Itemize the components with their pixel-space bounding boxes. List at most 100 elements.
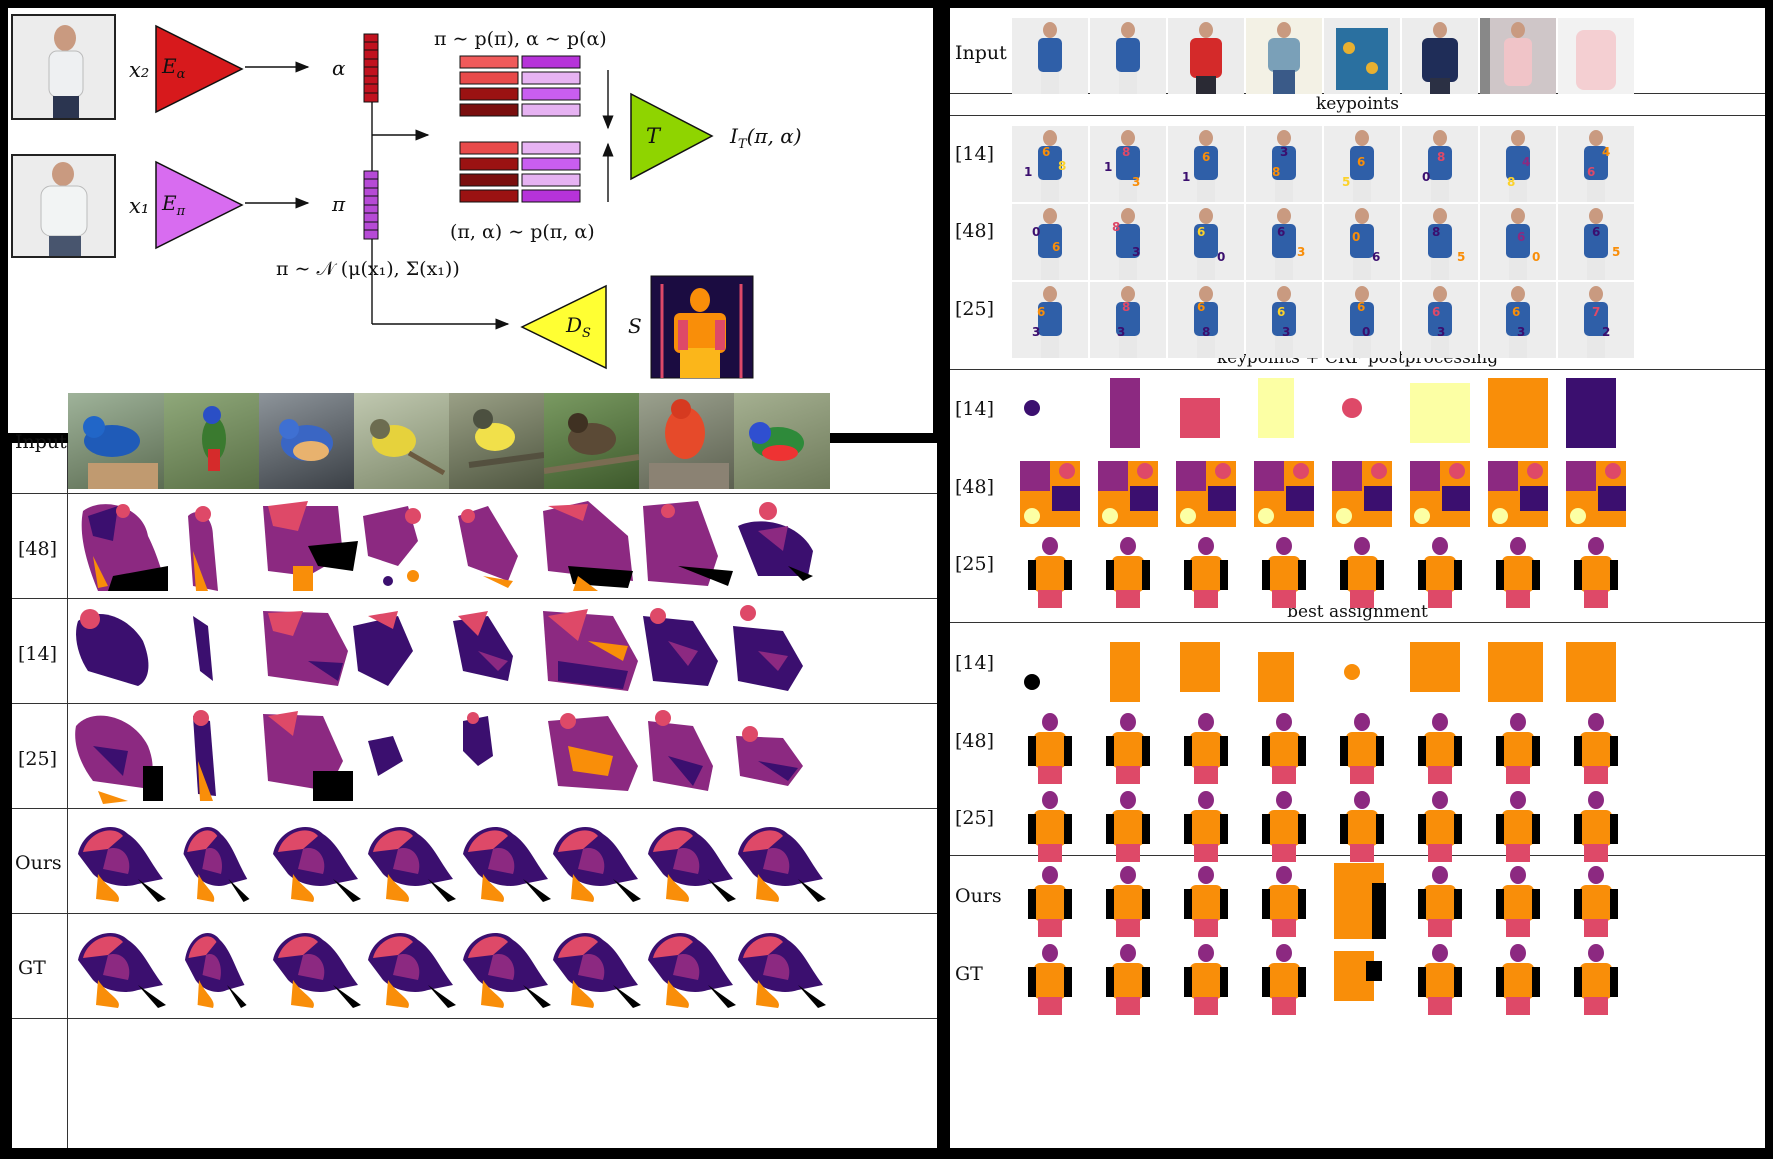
- svg-text:6: 6: [1277, 305, 1285, 319]
- svg-text:4: 4: [1602, 145, 1610, 159]
- svg-text:5: 5: [1342, 175, 1350, 189]
- svg-text:8: 8: [1122, 145, 1130, 159]
- row-label: [14]: [18, 643, 58, 665]
- svg-text:6: 6: [1432, 305, 1440, 319]
- svg-text:3: 3: [1132, 175, 1140, 189]
- svg-text:0: 0: [1532, 250, 1540, 264]
- row-label: [25]: [955, 807, 995, 829]
- svg-text:6: 6: [1197, 300, 1205, 314]
- keypoint-rows: 61 8 813 61 38 65 80 48 46 06 83 60 63 06…: [1012, 126, 1634, 358]
- row-label: [48]: [955, 476, 995, 498]
- svg-text:3: 3: [1280, 145, 1288, 159]
- svg-text:8: 8: [1437, 150, 1445, 164]
- row-label: [25]: [955, 553, 995, 575]
- row-label: [25]: [955, 298, 995, 320]
- birds-separator: [12, 808, 937, 809]
- joint-sampling-label: (π, α) ∼ p(π, α): [450, 221, 595, 243]
- people-separator: [950, 115, 1765, 116]
- row-label: [14]: [955, 398, 995, 420]
- row-label: [25]: [18, 748, 58, 770]
- encoder-pi-triangle: [155, 160, 244, 250]
- svg-text:0: 0: [1422, 170, 1430, 184]
- row-label: GT: [955, 963, 983, 985]
- svg-text:3: 3: [1297, 245, 1305, 259]
- svg-text:8: 8: [1122, 300, 1130, 314]
- svg-text:3: 3: [1117, 325, 1125, 339]
- row-label-input: Input: [15, 431, 67, 453]
- birds-separator-vertical: [67, 443, 68, 1148]
- diagram-arrows: [245, 33, 754, 379]
- row-label: [48]: [18, 538, 58, 560]
- svg-text:8: 8: [1112, 220, 1120, 234]
- x1-label: x₁: [129, 194, 150, 218]
- architecture-diagram-panel: x₂ x₁ Eα Eπ: [8, 8, 933, 433]
- svg-text:3: 3: [1282, 325, 1290, 339]
- svg-text:8: 8: [1507, 175, 1515, 189]
- svg-text:0: 0: [1032, 225, 1040, 239]
- person-photo-x2: [11, 14, 116, 120]
- ours-gt-rows: [1028, 863, 1618, 1015]
- prior-sampling-label: π ∼ p(π), α ∼ p(α): [434, 28, 607, 50]
- discriminator-label: DS: [566, 313, 591, 341]
- bird-input-strip: [68, 393, 930, 489]
- birds-separator: [12, 493, 937, 494]
- encoder-alpha-triangle: [155, 24, 244, 114]
- people-results-panel: Input [14] [48] [25] keypoints keypoints…: [950, 8, 1765, 1148]
- svg-text:6: 6: [1197, 225, 1205, 239]
- svg-text:8: 8: [1272, 165, 1280, 179]
- row-label: [48]: [955, 730, 995, 752]
- row-label: Ours: [955, 885, 1002, 907]
- row-label: Input: [955, 42, 1007, 64]
- svg-text:4: 4: [1522, 155, 1530, 169]
- bird-masks: [75, 501, 826, 1008]
- svg-text:6: 6: [1592, 225, 1600, 239]
- svg-text:2: 2: [1602, 325, 1610, 339]
- svg-text:6: 6: [1587, 165, 1595, 179]
- encoder-alpha-label: Eα: [162, 54, 186, 82]
- crf-rows: [1020, 378, 1626, 608]
- svg-text:5: 5: [1612, 245, 1620, 259]
- row-label: [14]: [955, 143, 995, 165]
- row-label: GT: [18, 957, 46, 979]
- birds-separator: [12, 703, 937, 704]
- svg-text:5: 5: [1457, 250, 1465, 264]
- svg-text:8: 8: [1058, 159, 1066, 173]
- svg-text:1: 1: [1024, 165, 1032, 179]
- decoder-t-label: T: [646, 124, 661, 148]
- svg-text:6: 6: [1517, 230, 1525, 244]
- svg-text:3: 3: [1437, 325, 1445, 339]
- svg-text:6: 6: [1372, 250, 1380, 264]
- svg-text:3: 3: [1132, 245, 1140, 259]
- caption-best-assignment: best assignment: [1287, 602, 1428, 622]
- svg-text:0: 0: [1362, 325, 1370, 339]
- people-separator: [950, 622, 1765, 623]
- svg-text:6: 6: [1037, 305, 1045, 319]
- svg-text:6: 6: [1202, 150, 1210, 164]
- birds-separator: [12, 913, 937, 914]
- alpha-label: α: [332, 56, 346, 80]
- svg-text:6: 6: [1042, 145, 1050, 159]
- svg-text:1: 1: [1182, 170, 1190, 184]
- posterior-label: π ∼ 𝒩 (μ(x₁), Σ(x₁)): [276, 258, 460, 280]
- svg-text:7: 7: [1592, 305, 1600, 319]
- svg-text:6: 6: [1052, 240, 1060, 254]
- output-label: IT(π, α): [730, 124, 802, 152]
- svg-text:3: 3: [1032, 325, 1040, 339]
- svg-text:8: 8: [1432, 225, 1440, 239]
- people-image-grid: 61 8 813 61 38 65 80 48 46 06 83 60 63 06…: [1012, 18, 1634, 1015]
- caption-keypoints: keypoints: [1315, 94, 1400, 114]
- row-label: [14]: [955, 652, 995, 674]
- person-photo-x1: [11, 154, 116, 258]
- svg-text:6: 6: [1512, 305, 1520, 319]
- birds-separator: [12, 1018, 937, 1019]
- birds-separator: [12, 598, 937, 599]
- segmentation-s-label: S: [628, 314, 642, 338]
- pi-label: π: [332, 192, 346, 216]
- svg-text:8: 8: [1202, 325, 1210, 339]
- svg-text:6: 6: [1357, 155, 1365, 169]
- people-separator: [950, 369, 1765, 370]
- row-label: [48]: [955, 220, 995, 242]
- row-label: Ours: [15, 852, 62, 874]
- best-assignment-rows: [1024, 642, 1618, 862]
- svg-text:6: 6: [1277, 225, 1285, 239]
